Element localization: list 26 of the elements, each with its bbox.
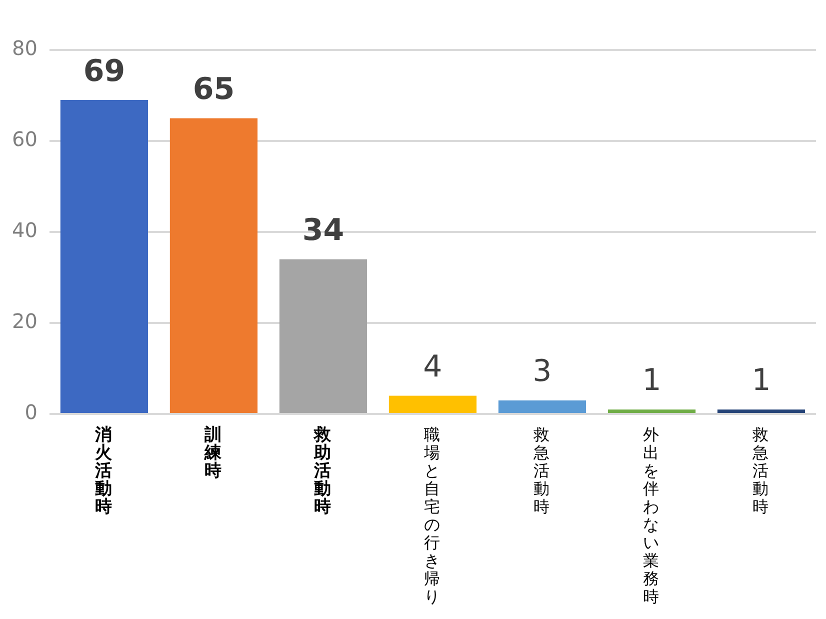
- data-label: 1: [642, 363, 662, 398]
- data-label: 69: [83, 54, 126, 89]
- data-label: 3: [532, 354, 552, 390]
- x-tick-label: 救助活動時: [314, 425, 332, 517]
- data-label: 4: [423, 350, 442, 385]
- y-tick-label: 40: [12, 218, 38, 242]
- bar: [498, 400, 586, 413]
- y-tick-label: 20: [12, 309, 38, 334]
- bar: [717, 409, 806, 413]
- bar: [608, 409, 696, 413]
- x-tick-label: 訓練時: [204, 425, 223, 481]
- bar: [279, 259, 368, 413]
- x-tick-label: 消火活動時: [95, 425, 114, 517]
- data-label: 34: [302, 213, 344, 248]
- data-label: 1: [752, 363, 771, 398]
- bar: [388, 396, 477, 413]
- x-tick-label: 救急活動時: [752, 425, 770, 516]
- y-tick-label: 0: [24, 400, 38, 424]
- y-tick-label: 60: [12, 127, 38, 152]
- y-tick-label: 80: [12, 36, 38, 60]
- data-label: 65: [192, 72, 235, 108]
- x-tick-label: 救急活動時: [534, 425, 551, 516]
- category-label: 職場と自宅の行き帰り: [424, 425, 440, 606]
- bar: [170, 118, 258, 413]
- category-label: 外出を伴わない業務時: [643, 425, 660, 606]
- bar: [60, 100, 148, 413]
